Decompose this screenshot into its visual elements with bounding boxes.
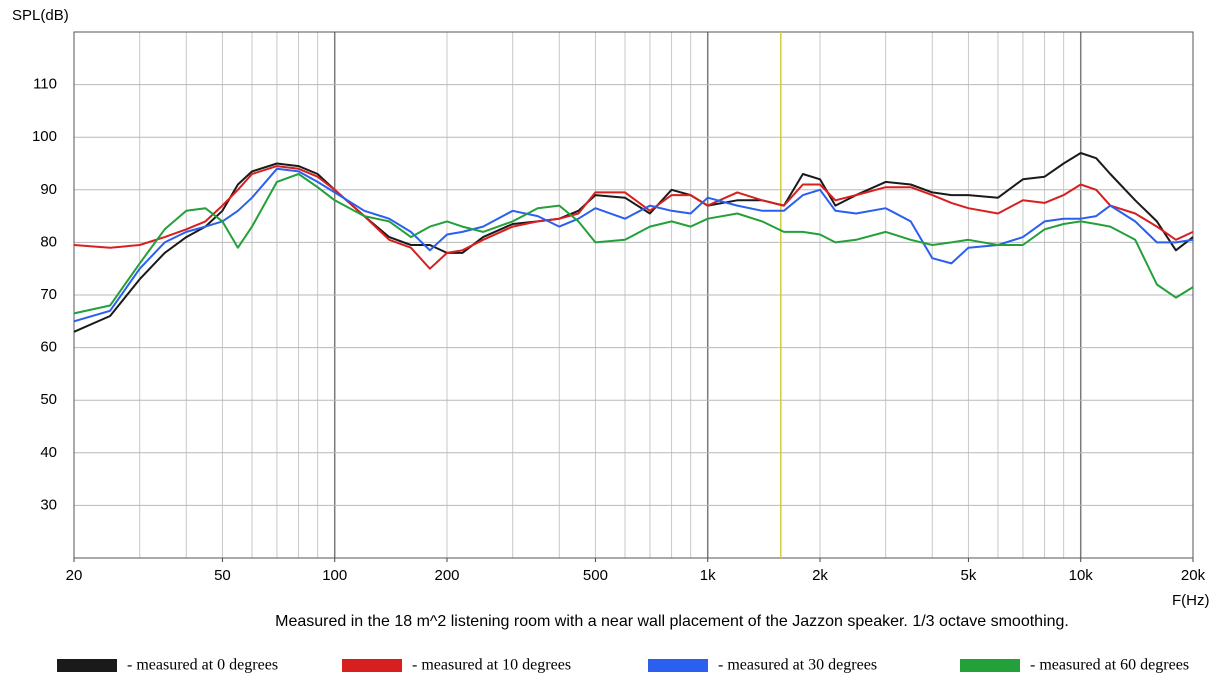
series-line — [73, 165, 1194, 270]
legend-swatch — [648, 659, 708, 672]
legend-swatch — [960, 659, 1020, 672]
legend-swatch — [342, 659, 402, 672]
legend-label: - measured at 60 degrees — [1030, 657, 1189, 674]
y-tick-label: 80 — [40, 233, 57, 250]
x-tick-label: 20 — [66, 567, 83, 584]
x-tick-label: 200 — [434, 567, 459, 584]
x-tick-label: 1k — [700, 567, 716, 584]
x-tick-label: 500 — [583, 567, 608, 584]
series-line — [73, 173, 1194, 315]
x-axis-label: F(Hz) — [1172, 592, 1210, 609]
legend-label: - measured at 30 degrees — [718, 657, 877, 674]
caption: Measured in the 18 m^2 listening room wi… — [275, 613, 1069, 630]
legend-swatch — [57, 659, 117, 672]
y-tick-label: 60 — [40, 339, 57, 356]
y-tick-label: 110 — [33, 76, 57, 93]
x-tick-label: 2k — [812, 567, 828, 584]
x-tick-label: 5k — [961, 567, 977, 584]
y-tick-label: 100 — [32, 128, 57, 145]
x-tick-label: 20k — [1181, 567, 1206, 584]
x-tick-label: 50 — [214, 567, 231, 584]
y-tick-label: 70 — [40, 286, 57, 303]
y-tick-label: 30 — [40, 496, 57, 513]
series-line — [73, 152, 1194, 333]
y-tick-label: 90 — [40, 181, 57, 198]
x-tick-label: 10k — [1069, 567, 1094, 584]
x-tick-label: 100 — [322, 567, 347, 584]
legend-label: - measured at 0 degrees — [127, 657, 278, 674]
series-line — [73, 167, 1194, 323]
plot-border — [73, 31, 1194, 559]
y-tick-label: 40 — [40, 444, 57, 461]
y-tick-label: 50 — [40, 391, 57, 408]
y-axis-label: SPL(dB) — [12, 7, 69, 24]
legend-label: - measured at 10 degrees — [412, 657, 571, 674]
